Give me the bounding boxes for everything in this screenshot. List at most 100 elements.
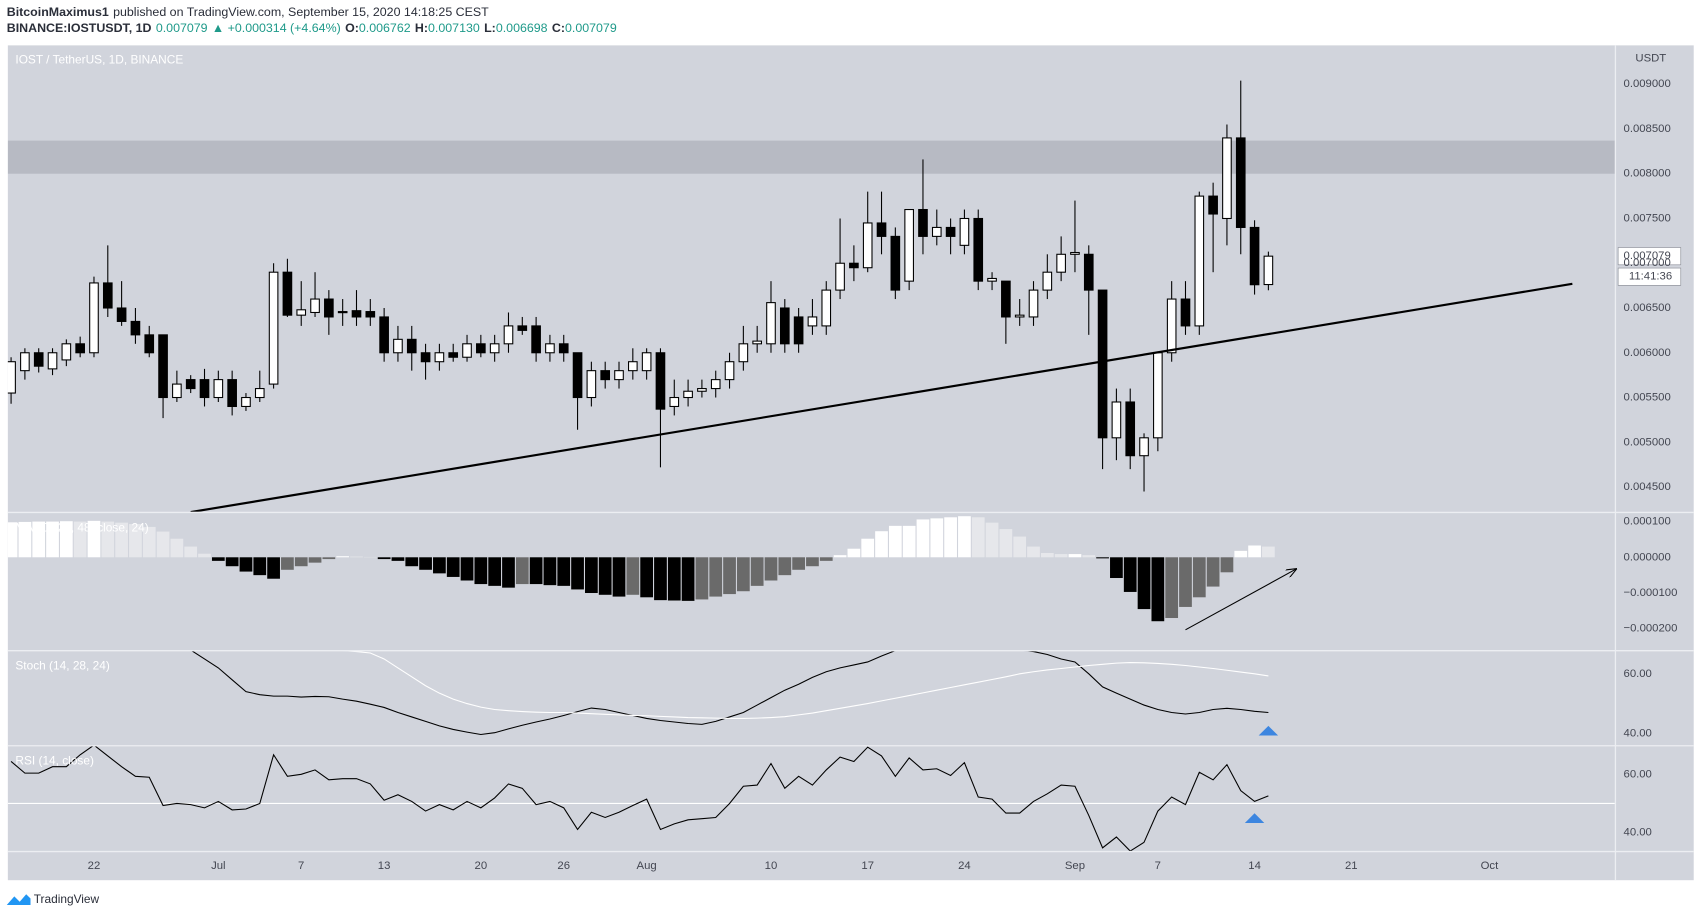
indicator-line (10, 746, 1269, 852)
macd-bar (543, 557, 557, 586)
candle-body (959, 217, 970, 246)
macd-bar (902, 525, 916, 558)
macd-bar (640, 557, 654, 598)
pane (191, 651, 1279, 736)
pane-title: MACD (24, 48, close, 24) (15, 520, 148, 534)
candle-body (849, 262, 859, 269)
macd-bar (1192, 557, 1206, 598)
macd-bar (405, 557, 419, 567)
y-tick-label: 0.009000 (1624, 78, 1671, 90)
publish-line: BitcoinMaximus1 published on TradingView.… (7, 5, 489, 19)
candle-body (268, 271, 279, 385)
candle-body (1056, 253, 1066, 273)
candle-body (683, 390, 693, 399)
h-label: H: (415, 21, 428, 35)
macd-bar (142, 526, 156, 558)
candle-body (655, 352, 666, 410)
y-tick-label: 0.007500 (1624, 212, 1671, 224)
symbol: BINANCE:IOSTUSDT, 1D (7, 21, 152, 35)
x-tick-label: 21 (1345, 860, 1358, 872)
countdown-box (1617, 267, 1682, 286)
pane-title: IOST / TetherUS, 1D, BINANCE (15, 53, 183, 67)
macd-bar (598, 557, 612, 595)
candle-body (641, 352, 652, 372)
candle-body (890, 235, 901, 291)
candle-body (185, 379, 196, 390)
y-tick-label: 0.005000 (1624, 436, 1671, 448)
macd-bar (515, 557, 529, 585)
candle-body (752, 340, 762, 345)
c-label: C: (552, 21, 565, 35)
macd-bar (253, 557, 267, 576)
y-tick-label: 0.005500 (1624, 392, 1671, 404)
candle-body (310, 298, 320, 314)
x-tick-label: 10 (765, 860, 778, 872)
candle-body (75, 343, 85, 354)
x-tick-label: 26 (557, 860, 570, 872)
macd-bar (488, 557, 502, 586)
trendline (190, 282, 1573, 512)
candle-body (973, 217, 984, 282)
candle-body (1194, 195, 1205, 327)
candle-body (199, 379, 210, 399)
x-tick-label: 20 (475, 860, 488, 872)
x-tick-label: 17 (861, 860, 874, 872)
pane-title: RSI (14, close) (15, 754, 94, 768)
candle-body (904, 208, 914, 282)
candle-body (503, 325, 514, 345)
last: 0.007079 (156, 21, 208, 35)
macd-bar (198, 553, 211, 558)
candle-body (793, 316, 804, 345)
macd-bar (239, 557, 253, 572)
candle-body (945, 226, 956, 237)
macd-bar (612, 557, 626, 597)
candle-body (628, 361, 638, 372)
macd-bar (474, 557, 488, 585)
candle-body (807, 316, 818, 327)
indicator-line (191, 651, 1269, 736)
macd-bar (73, 521, 87, 558)
x-tick-label: Aug (637, 860, 657, 872)
candle-body (462, 343, 472, 358)
author: BitcoinMaximus1 (7, 5, 109, 19)
macd-bar (1068, 554, 1082, 558)
y-tick-label: 40.00 (1624, 827, 1652, 839)
macd-bar (350, 556, 363, 558)
annotation-arrow (1185, 569, 1296, 631)
macd-bar (156, 531, 170, 558)
macd-bar (861, 538, 875, 558)
y-tick-label: −0.000100 (1624, 587, 1678, 599)
candle-body (531, 325, 541, 354)
pane-separators (7, 45, 1694, 881)
c: 0.007079 (565, 21, 617, 35)
candle-body (158, 334, 168, 399)
candle-body (489, 343, 500, 354)
macd-bar (529, 557, 543, 585)
macd-bar (225, 557, 239, 567)
macd-bar (571, 557, 584, 590)
macd-bar (129, 524, 142, 558)
candle-body (476, 343, 486, 354)
l-label: L: (484, 21, 496, 35)
macd-bar (1123, 557, 1137, 592)
y-tick-label: 0.007000 (1624, 257, 1671, 269)
y-tick-label: 0.000000 (1624, 551, 1671, 563)
candle-body (393, 338, 403, 354)
macd-bar (1013, 536, 1027, 558)
macd-bar (281, 557, 294, 570)
candle-body (517, 325, 528, 331)
macd-bar (101, 521, 115, 558)
macd-bar (1137, 557, 1151, 610)
macd-bar (958, 516, 971, 558)
candle-body (89, 282, 99, 354)
macd-bar (433, 557, 446, 574)
candle-body (862, 222, 873, 269)
candle-body (33, 352, 44, 367)
candle-body (1111, 401, 1122, 439)
macd-bar (18, 521, 32, 558)
macd-bar (985, 522, 999, 558)
published: published on TradingView.com, September … (113, 5, 489, 19)
macd-bar (294, 557, 308, 567)
macd-bar (944, 517, 957, 558)
